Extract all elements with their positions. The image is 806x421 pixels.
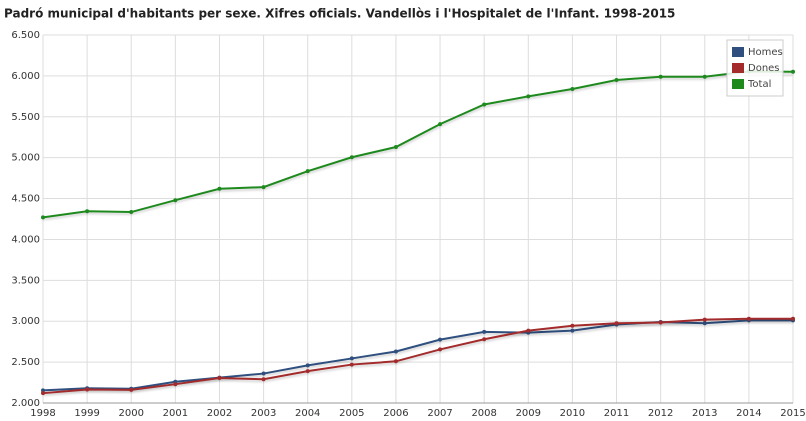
y-tick-label: 6.500	[11, 30, 40, 41]
point	[393, 359, 398, 364]
point	[702, 321, 707, 326]
point	[41, 215, 45, 220]
x-tick-label: 2010	[560, 408, 585, 419]
x-tick-label: 2009	[516, 408, 541, 419]
legend-label: Dones	[748, 63, 780, 74]
x-tick-label: 2003	[251, 408, 276, 419]
point	[129, 210, 134, 215]
point	[482, 337, 487, 342]
series-line	[42, 317, 793, 395]
legend: Homes Dones Total	[726, 39, 784, 97]
point	[173, 382, 178, 387]
x-tick-label: 2001	[163, 408, 188, 419]
point	[438, 122, 443, 127]
x-tick-label: 1999	[74, 408, 99, 419]
x-tick-label: 2007	[427, 408, 452, 419]
legend-label: Homes	[748, 47, 783, 58]
x-tick-label: 2008	[471, 408, 496, 419]
point	[658, 320, 663, 325]
x-tick-label: 2006	[383, 408, 408, 419]
series-line	[42, 70, 794, 219]
point	[526, 94, 531, 99]
y-tick-label: 2.000	[11, 398, 40, 409]
legend-label: Total	[747, 79, 771, 90]
point	[305, 363, 310, 368]
x-tick-label: 2002	[207, 408, 232, 419]
legend-swatch	[732, 47, 744, 57]
point	[438, 347, 443, 352]
y-tick-label: 3.500	[11, 275, 40, 286]
y-tick-label: 5.000	[11, 153, 40, 164]
y-tick-label: 5.500	[11, 112, 40, 123]
point	[482, 329, 487, 334]
y-tick-label: 3.000	[11, 316, 40, 327]
x-tick-label: 2015	[780, 408, 805, 419]
x-tick-label: 2004	[295, 408, 320, 419]
point	[305, 369, 310, 374]
point	[85, 209, 90, 214]
point	[173, 198, 178, 203]
point	[482, 102, 487, 107]
y-tick-label: 4.500	[11, 194, 40, 205]
point	[41, 388, 45, 393]
point	[261, 377, 266, 382]
legend-swatch	[732, 79, 744, 89]
x-tick-label: 2011	[604, 408, 629, 419]
legend-swatch	[732, 63, 744, 73]
chart-title: Padró municipal d'habitants per sexe. Xi…	[4, 7, 675, 21]
x-tick-label: 1998	[30, 408, 55, 419]
point	[393, 349, 398, 354]
x-tick-label: 2012	[648, 408, 673, 419]
point	[791, 69, 795, 74]
point	[349, 362, 354, 367]
y-tick-label: 4.000	[11, 234, 40, 245]
point	[85, 387, 90, 392]
point	[614, 321, 619, 326]
point	[41, 391, 45, 396]
point	[570, 328, 575, 333]
point	[349, 356, 354, 361]
x-tick-label: 2013	[692, 408, 717, 419]
point	[746, 316, 751, 321]
point	[526, 328, 531, 333]
y-tick-label: 2.500	[11, 357, 40, 368]
y-tick-label: 6.000	[11, 71, 40, 82]
point	[261, 371, 266, 376]
point	[217, 376, 222, 381]
point	[702, 74, 707, 79]
point	[658, 74, 663, 79]
point	[129, 387, 134, 392]
point	[438, 337, 443, 342]
point	[791, 316, 795, 321]
x-tick-label: 2005	[339, 408, 364, 419]
point	[217, 186, 222, 191]
point	[702, 317, 707, 322]
point	[614, 77, 619, 82]
point	[261, 185, 266, 190]
point	[349, 155, 354, 160]
point	[570, 323, 575, 328]
x-tick-label: 2014	[736, 408, 761, 419]
point	[305, 169, 310, 174]
point	[393, 145, 398, 150]
point	[570, 86, 575, 91]
x-tick-label: 2000	[119, 408, 144, 419]
